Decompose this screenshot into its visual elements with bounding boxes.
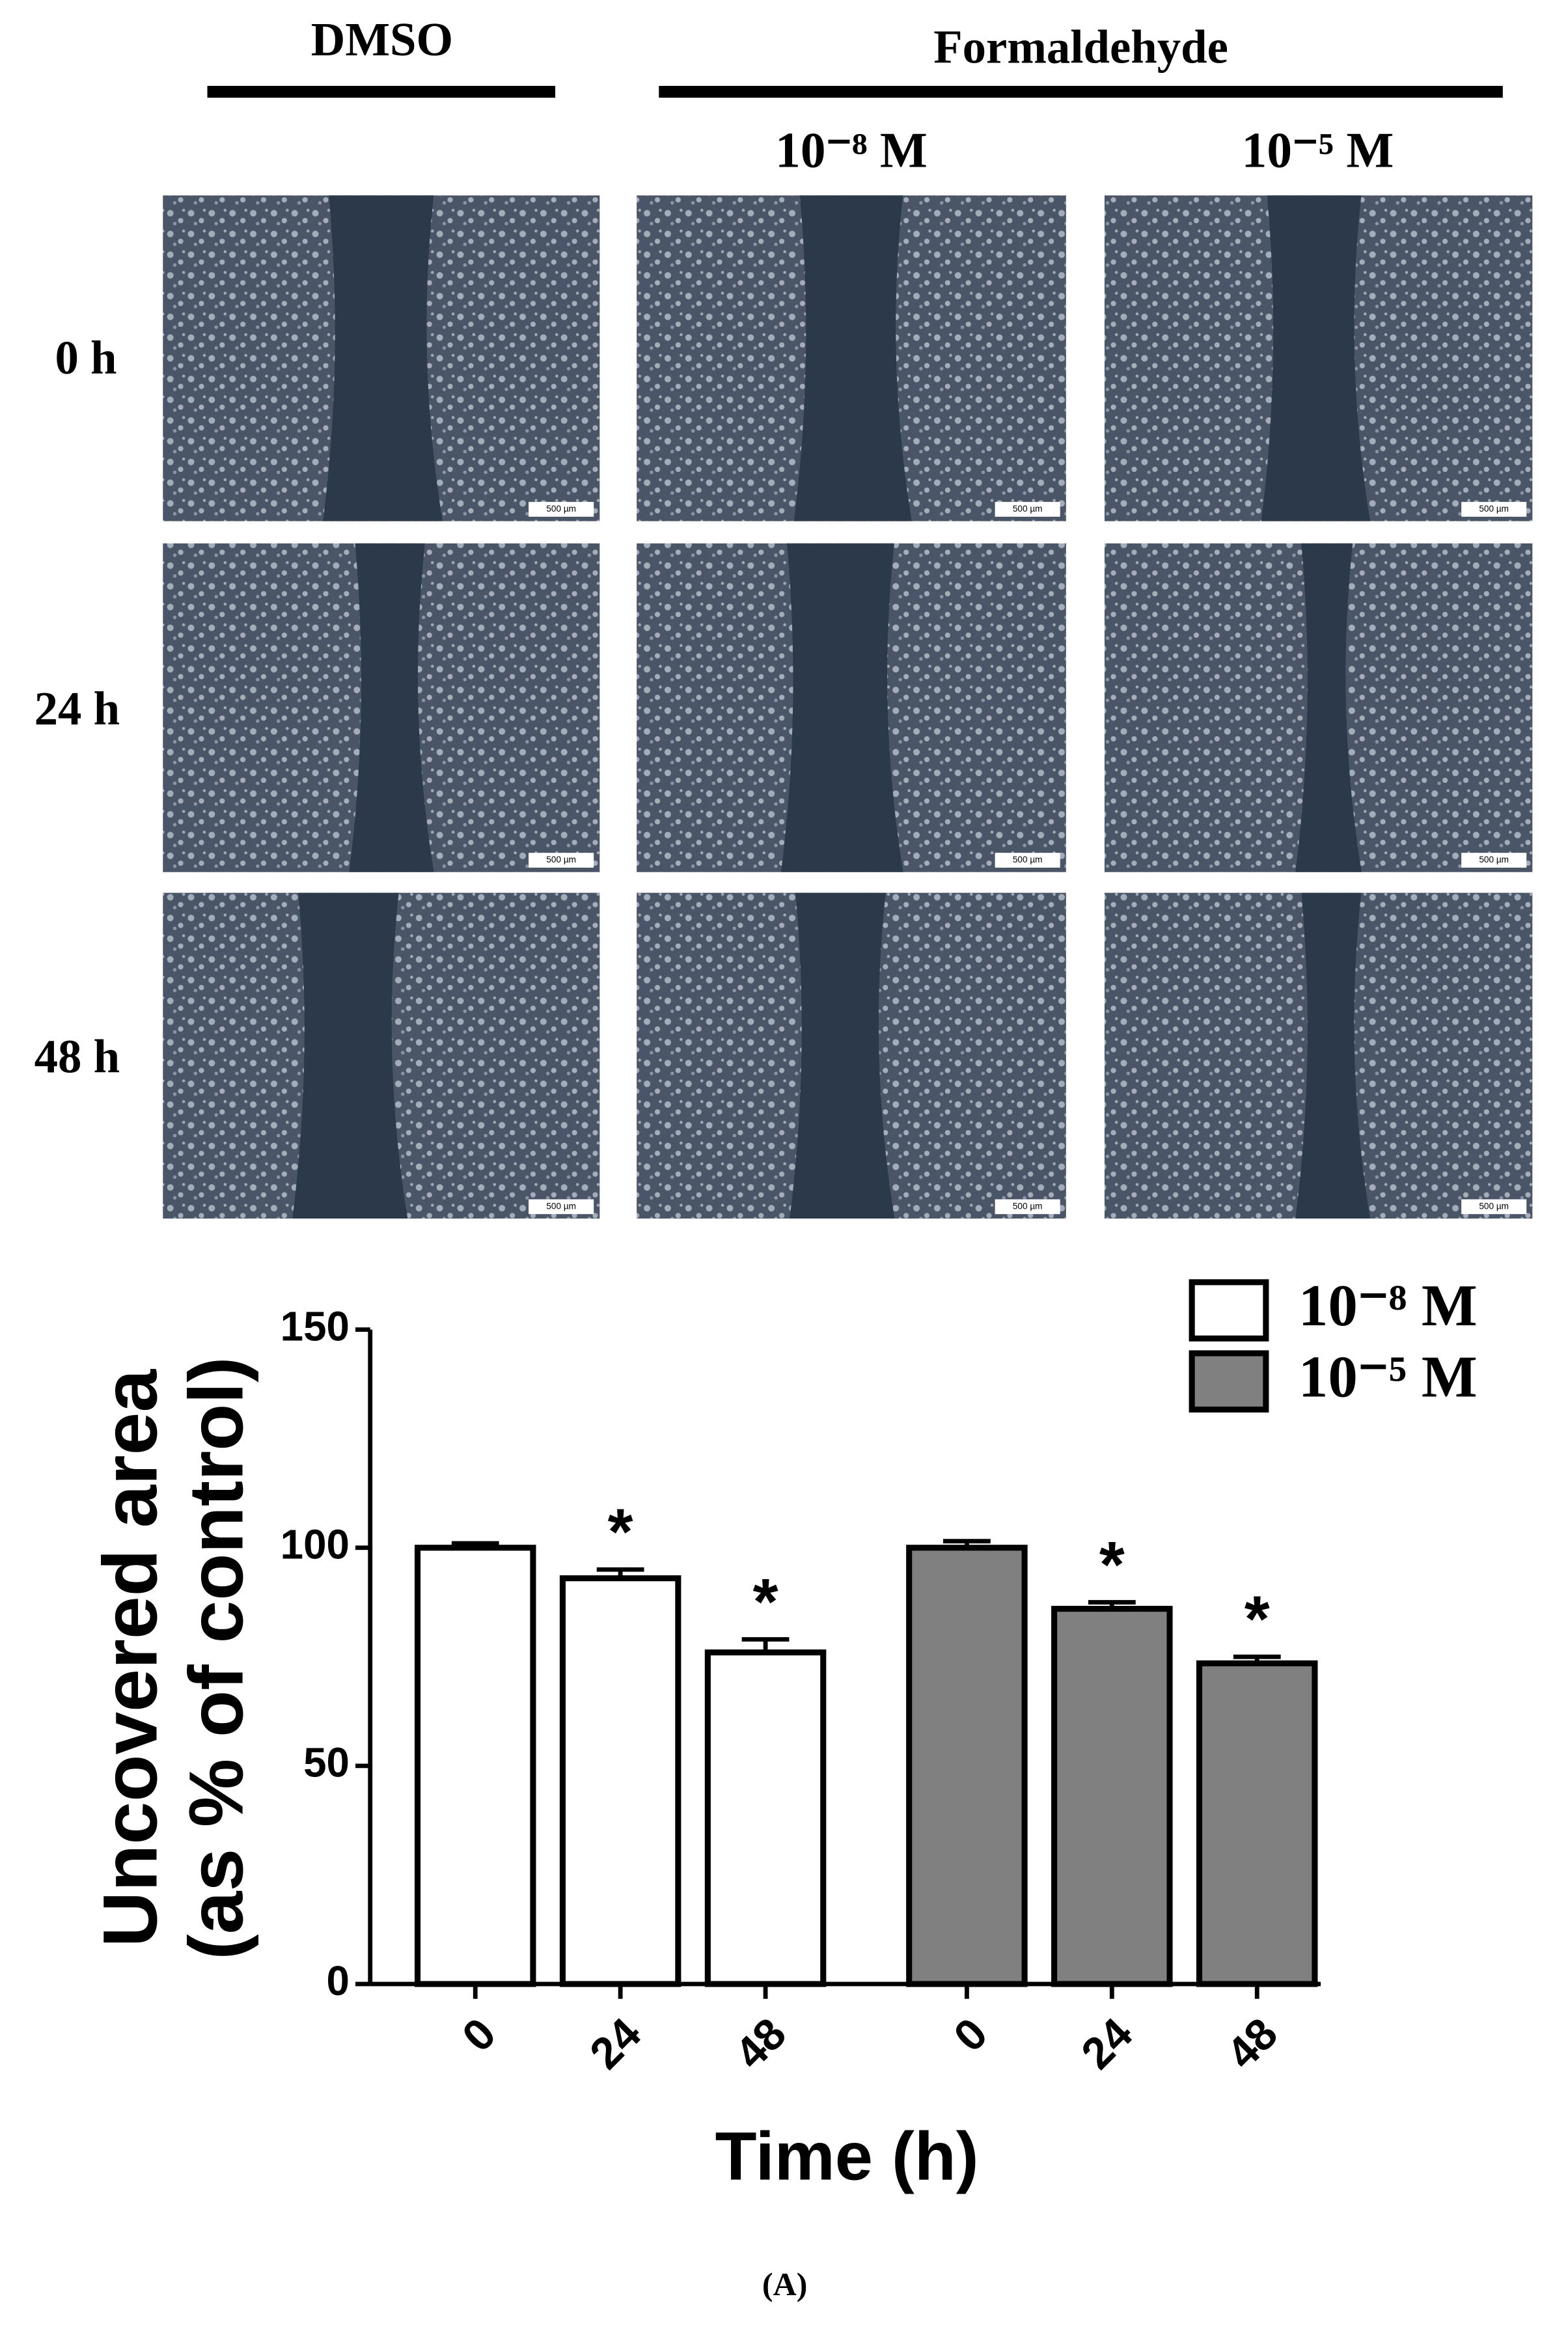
micrographs: 500 µm 500 µm 500 µm 500 µm 500 µm 500 µm 500 … <box>163 195 1533 1219</box>
scale-bar-label: 500 µm <box>1479 855 1509 864</box>
wound-gap <box>349 543 434 872</box>
legend-swatch <box>1189 1279 1269 1342</box>
scale-bar-box <box>529 1199 594 1215</box>
legend-swatch <box>1189 1350 1269 1413</box>
bar <box>906 1545 1028 1987</box>
wound-gap <box>1295 892 1371 1219</box>
error-bar <box>741 1637 790 1653</box>
scale-bar-label: 500 µm <box>546 1201 576 1211</box>
scale-bar-box <box>1461 1199 1527 1215</box>
row-label: 48 h <box>34 1030 120 1083</box>
column-label: 10⁻⁵ M <box>1242 122 1394 178</box>
wound-gap <box>292 892 408 1219</box>
scale-bar-label: 500 µm <box>1013 855 1043 864</box>
wound-gap <box>1295 543 1362 872</box>
y-tick-label: 50 <box>303 1740 350 1786</box>
x-axis-label: Time (h) <box>715 2119 979 2195</box>
group-bar <box>659 85 1503 98</box>
y-axis-label: (as % of control) <box>174 1357 260 1959</box>
scale-bar-label: 500 µm <box>1013 1201 1043 1211</box>
group-label: Formaldehyde <box>933 20 1228 73</box>
scale-bar-box <box>995 853 1060 868</box>
wound-gap <box>790 892 895 1219</box>
bar <box>559 1575 681 1987</box>
scale-bar-box <box>995 1199 1060 1215</box>
x-tick-label: 0 <box>453 2009 506 2061</box>
panel-label: (A) <box>762 2266 807 2302</box>
significance-mark: * <box>608 1496 633 1569</box>
bar <box>704 1649 827 1987</box>
x-tick-label: 48 <box>726 2009 795 2078</box>
scale-bar-label: 500 µm <box>546 504 576 514</box>
row-label: 0 h <box>55 331 117 384</box>
error-bar <box>1233 1654 1281 1664</box>
significance-mark: * <box>753 1565 778 1638</box>
column-label: 10⁻⁸ M <box>775 122 928 178</box>
scale-bar-label: 500 µm <box>1479 504 1509 514</box>
bar <box>1051 1606 1173 1987</box>
wound-gap <box>780 543 903 872</box>
group-label: DMSO <box>311 13 453 66</box>
error-bar <box>943 1539 991 1548</box>
scale-bar-box <box>529 502 594 517</box>
legend-label: 10⁻⁵ M <box>1299 1344 1478 1409</box>
significance-mark: * <box>1099 1528 1125 1601</box>
y-tick-label: 150 <box>281 1303 350 1349</box>
significance-mark: * <box>1245 1583 1270 1656</box>
y-tick-label: 0 <box>326 1958 349 2004</box>
bar <box>1196 1660 1318 1987</box>
x-tick-label: 48 <box>1217 2009 1287 2078</box>
group-bar <box>207 85 556 98</box>
wound-gap <box>1261 195 1371 521</box>
scale-bar-label: 500 µm <box>546 855 576 864</box>
y-tick-label: 100 <box>281 1522 350 1568</box>
x-tick-label: 24 <box>1072 2009 1142 2078</box>
scale-bar-box <box>995 502 1060 517</box>
scale-bar-label: 500 µm <box>1479 1201 1509 1211</box>
row-label: 24 h <box>34 682 120 735</box>
scale-bar-box <box>1461 502 1527 517</box>
bar <box>414 1545 536 1987</box>
x-tick-label: 0 <box>944 2009 997 2061</box>
scale-bar-box <box>529 853 594 868</box>
error-bar <box>1088 1600 1136 1609</box>
error-bar <box>451 1541 499 1548</box>
scale-bar-box <box>1461 853 1527 868</box>
legend-label: 10⁻⁸ M <box>1299 1273 1478 1338</box>
wound-gap <box>793 195 912 521</box>
x-tick-label: 24 <box>581 2009 650 2078</box>
error-bar <box>596 1567 644 1578</box>
y-axis-label: Uncovered area <box>88 1369 174 1948</box>
wound-gap <box>323 195 443 521</box>
scale-bar-label: 500 µm <box>1013 504 1043 514</box>
